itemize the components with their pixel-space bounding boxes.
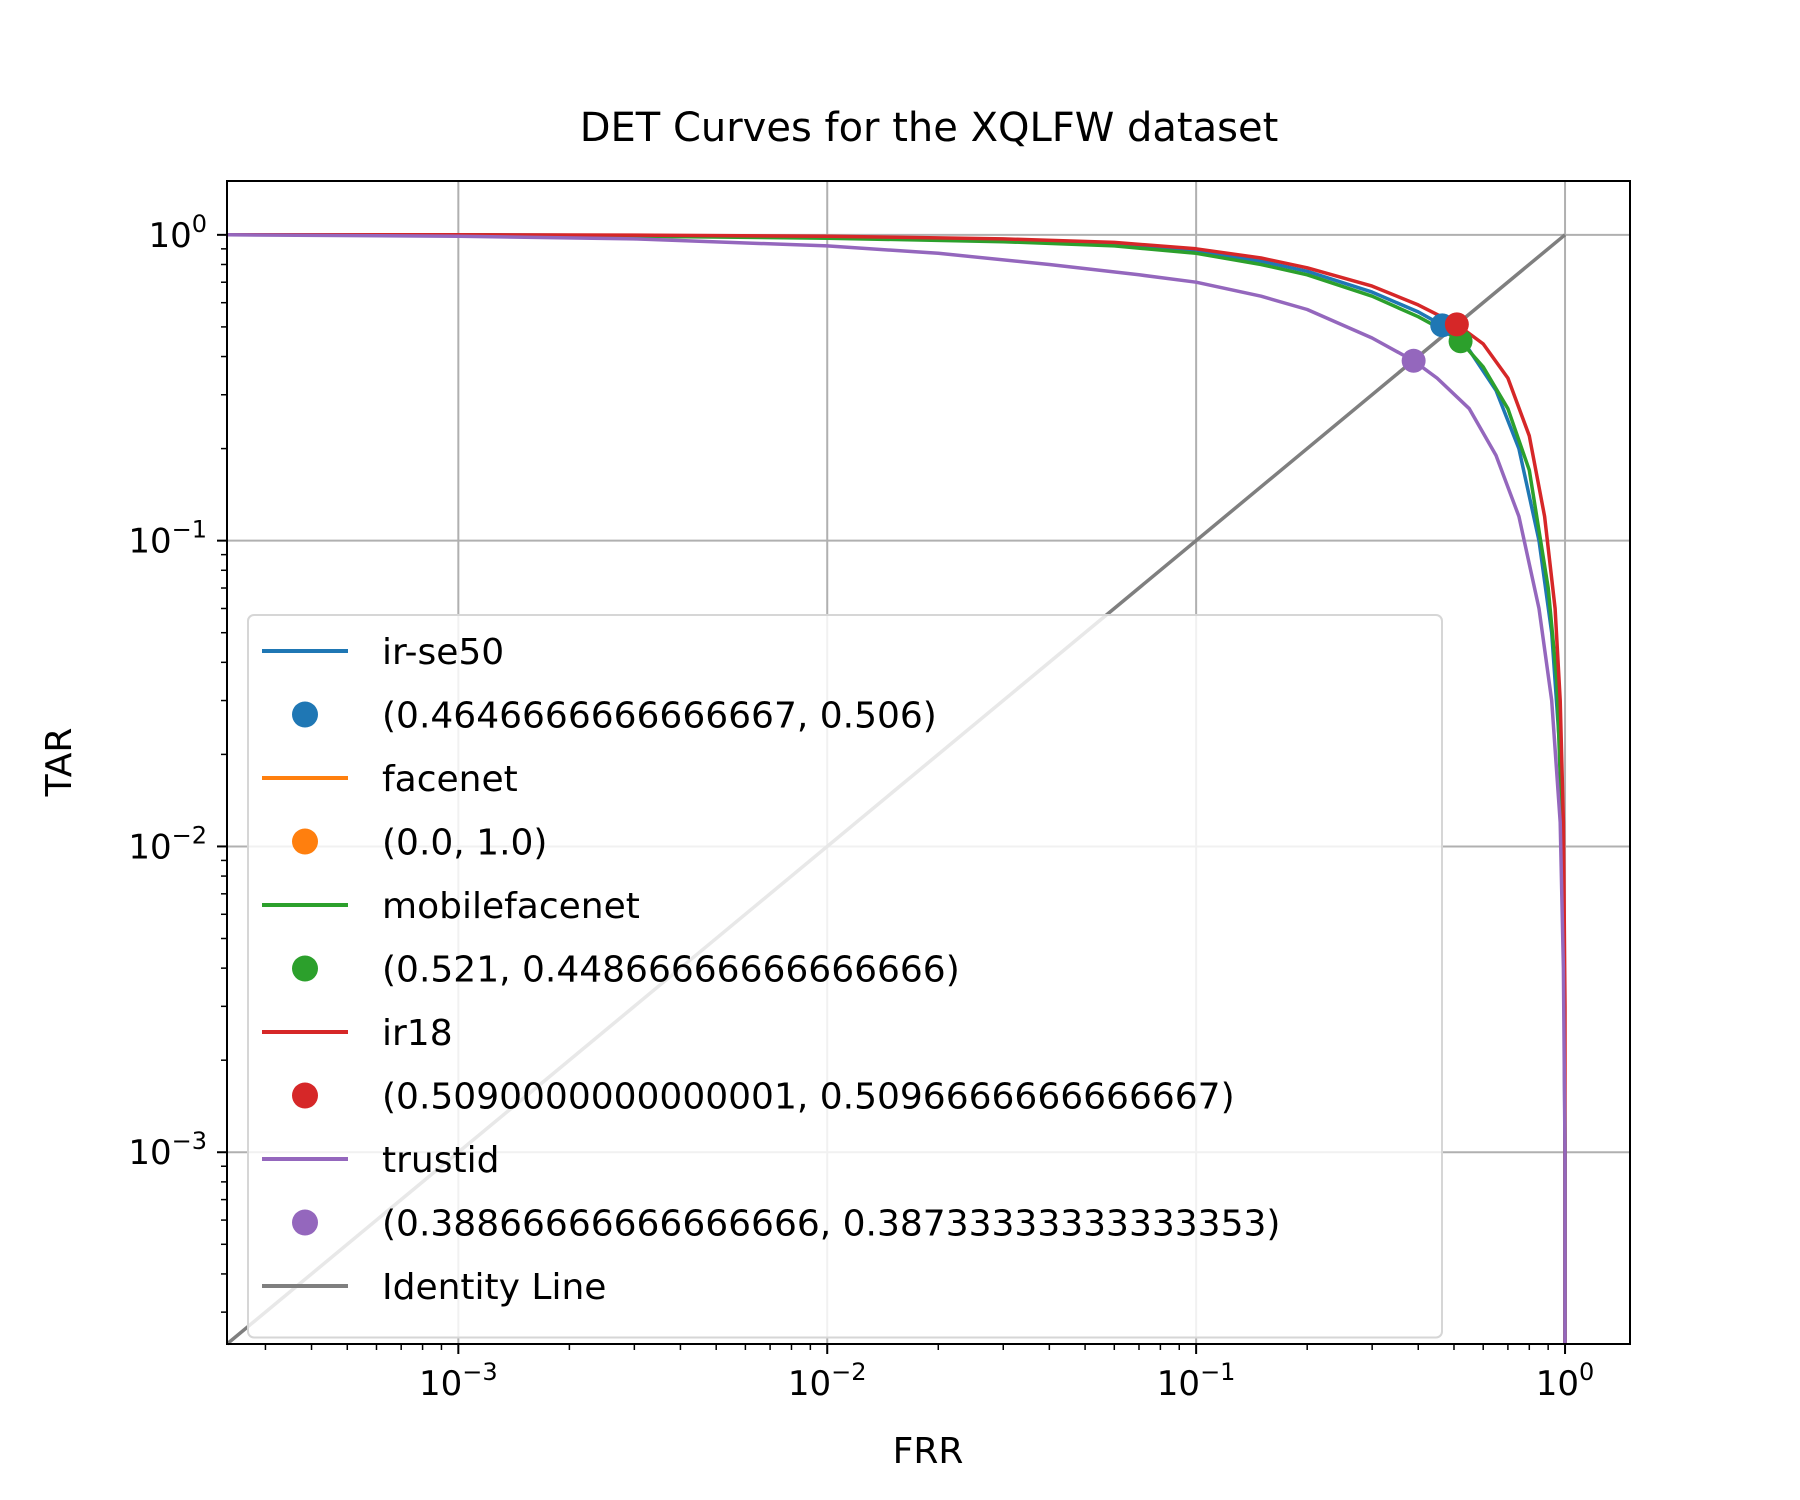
legend-box (247, 614, 1443, 1339)
y-tick-label: 10−1 (128, 516, 207, 562)
x-tick-label: 100 (1536, 1358, 1595, 1404)
legend-point-label-mobilefacenet: (0.521, 0.44866666666666666) (382, 950, 960, 991)
x-axis-label: FRR (893, 1431, 964, 1472)
tick-layer: 10−3 10−2 10−1 100 10−3 10−2 10−1 100 (128, 210, 1594, 1404)
chart-title: DET Curves for the XQLFW dataset (580, 105, 1279, 151)
legend-dot-facenet (292, 828, 318, 855)
legend-point-label-facenet: (0.0, 1.0) (382, 823, 547, 864)
legend-point-label-ir18: (0.5090000000000001, 0.5096666666666667) (382, 1077, 1235, 1118)
legend: ir-se50 (0.4646666666666667, 0.506) facene… (247, 614, 1443, 1339)
legend-dot-mobilefacenet (292, 955, 318, 982)
legend-label-mobilefacenet: mobilefacenet (382, 886, 640, 927)
x-tick-label: 10−2 (788, 1358, 867, 1404)
y-tick-label: 10−3 (128, 1127, 207, 1173)
legend-label-facenet: facenet (382, 759, 518, 800)
legend-dot-ir-se50 (292, 701, 318, 728)
legend-point-label-trustid: (0.38866666666666666, 0.3873333333333335… (382, 1204, 1280, 1245)
series-line-ir18 (227, 233, 1567, 1344)
legend-label-ir-se50: ir-se50 (382, 632, 504, 673)
legend-label-identity-line: Identity Line (382, 1267, 606, 1308)
legend-dot-ir18 (292, 1082, 318, 1109)
legend-label-trustid: trustid (382, 1140, 499, 1181)
legend-point-label-ir-se50: (0.4646666666666667, 0.506) (382, 696, 937, 737)
eer-point-ir18 (1444, 312, 1469, 337)
series-line-trustid (226, 233, 1567, 1344)
y-tick-label: 100 (148, 210, 207, 256)
x-tick-label: 10−3 (419, 1358, 498, 1404)
legend-label-ir18: ir18 (382, 1013, 453, 1054)
eer-point-trustid (1401, 348, 1426, 373)
series-line-mobilefacenet (227, 233, 1567, 1344)
y-tick-label: 10−2 (128, 821, 207, 867)
y-axis-label: TAR (39, 728, 80, 798)
x-tick-label: 10−1 (1157, 1358, 1236, 1404)
plot-frame (226, 180, 1631, 1345)
legend-dot-trustid (292, 1209, 318, 1236)
